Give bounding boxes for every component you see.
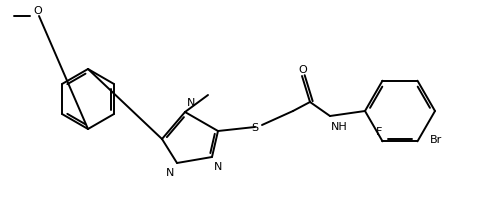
Text: N: N — [166, 167, 174, 177]
Text: S: S — [252, 122, 259, 132]
Text: F: F — [376, 127, 383, 137]
Text: N: N — [187, 98, 195, 107]
Text: O: O — [34, 6, 43, 16]
Text: N: N — [214, 161, 222, 171]
Text: Br: Br — [429, 135, 442, 145]
Text: NH: NH — [331, 121, 348, 131]
Text: O: O — [299, 65, 308, 75]
